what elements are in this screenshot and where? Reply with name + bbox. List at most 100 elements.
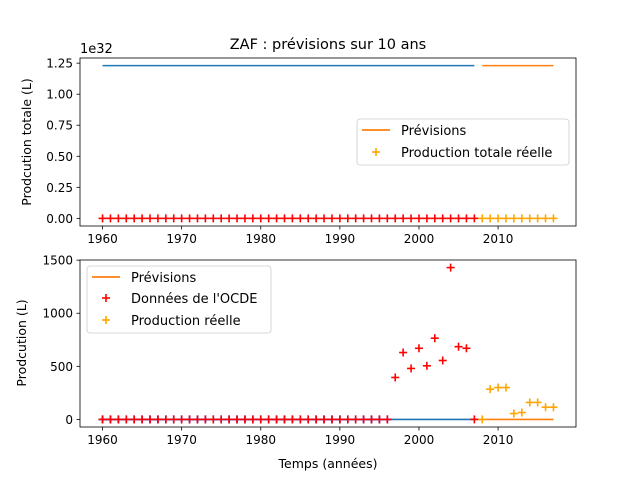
bottom-series-3-point: [264, 415, 273, 424]
bottom-series-3-point: [272, 415, 281, 424]
top-series-2-point: [233, 214, 242, 223]
top-series-3-point: [541, 214, 550, 223]
bottom-series-3-point: [106, 415, 115, 424]
bottom-series-3-point: [256, 415, 265, 424]
bottom-series-3-point: [399, 348, 408, 357]
bottom-x-tick-label: 1960: [87, 433, 118, 447]
chart-title: ZAF : prévisions sur 10 ans: [230, 37, 427, 53]
top-series-2-point: [130, 214, 139, 223]
bottom-series-3-point: [288, 415, 297, 424]
bottom-series-3-point: [454, 342, 463, 351]
bottom-x-tick-label: 1980: [245, 433, 276, 447]
bottom-series-3-point: [98, 415, 107, 424]
top-legend-actual-label: Production totale réelle: [401, 146, 552, 161]
top-series-2-point: [312, 214, 321, 223]
bottom-series-3-point: [430, 334, 439, 343]
top-series-2-point: [343, 214, 352, 223]
top-series-2-point: [454, 214, 463, 223]
bottom-ticks: 1960 1970 1980 1990 2000 2010 0 500 1000 1500: [42, 254, 513, 447]
bottom-series-3-point: [185, 415, 194, 424]
top-series-2-point: [240, 214, 249, 223]
bottom-series-4-point: [525, 398, 534, 407]
top-series-3-point: [533, 214, 542, 223]
bottom-series-4-point: [549, 403, 558, 412]
bottom-series-3-point: [414, 344, 423, 353]
bottom-plot-area: [98, 263, 558, 424]
top-series-2-point: [375, 214, 384, 223]
top-series-2-point: [391, 214, 400, 223]
top-series-2-point: [272, 214, 281, 223]
bottom-series-3-point: [470, 415, 479, 424]
bottom-series-3-point: [114, 415, 123, 424]
bottom-axes-frame: [79, 259, 577, 428]
bottom-series-3-point: [367, 415, 376, 424]
top-axes: 1960 1970 1980 1990 2000 2010 0.00 0.25 0.50 0.75…: [19, 42, 577, 246]
bottom-series-3-point: [280, 415, 289, 424]
bottom-series-3-point: [351, 415, 360, 424]
bottom-legend-ocde-label: Données de l'OCDE: [131, 292, 257, 307]
top-series-2-point: [335, 214, 344, 223]
top-y-tick-label: 0.25: [46, 181, 73, 195]
bottom-y-axis-label: Prodcution (L): [14, 299, 29, 386]
top-series-2-point: [161, 214, 170, 223]
bottom-series-3-point: [193, 415, 202, 424]
top-series-2-point: [256, 214, 265, 223]
top-series-2-point: [280, 214, 289, 223]
bottom-series-4-point: [509, 409, 518, 418]
top-series-2-point: [470, 214, 479, 223]
top-x-tick-label: 1970: [166, 232, 197, 246]
bottom-series-3-point: [407, 364, 416, 373]
top-series-2-point: [217, 214, 226, 223]
bottom-series-3-point: [161, 415, 170, 424]
top-series-2-point: [122, 214, 131, 223]
top-series-2-point: [438, 214, 447, 223]
top-y-tick-label: 1.25: [46, 57, 73, 71]
top-series-3-point: [549, 214, 558, 223]
top-series-2-point: [422, 214, 431, 223]
bottom-series-3-point: [240, 415, 249, 424]
bottom-series-3-point: [335, 415, 344, 424]
bottom-legend-actual-swatch: [102, 316, 110, 324]
bottom-legend-ocde-swatch: [102, 294, 110, 302]
bottom-series-4-point: [494, 383, 503, 392]
top-legend-forecast-label: Prévisions: [401, 124, 467, 139]
top-series-2-point: [201, 214, 210, 223]
top-series-2-point: [327, 214, 336, 223]
top-series-2-point: [288, 214, 297, 223]
top-series-3-point: [478, 214, 487, 223]
top-series-2-point: [304, 214, 313, 223]
bottom-legend-forecast-label: Prévisions: [131, 271, 197, 286]
top-series-2-point: [98, 214, 107, 223]
top-x-tick-label: 1980: [245, 232, 276, 246]
bottom-series-3-point: [130, 415, 139, 424]
top-series-2-point: [399, 214, 408, 223]
top-series-2-point: [414, 214, 423, 223]
top-series-3-point: [509, 214, 518, 223]
bottom-series-3-point: [375, 415, 384, 424]
top-series-2-point: [320, 214, 329, 223]
bottom-legend-actual-label: Production réelle: [131, 314, 241, 329]
bottom-series-3-point: [296, 415, 305, 424]
top-plot-area: [98, 64, 558, 223]
bottom-series-3-point: [422, 361, 431, 370]
bottom-series-3-point: [438, 356, 447, 365]
bottom-x-tick-label: 2010: [483, 433, 514, 447]
top-legend-actual-swatch: [372, 148, 380, 156]
bottom-y-tick-label: 500: [50, 360, 73, 374]
top-ticks: 1960 1970 1980 1990 2000 2010 0.00 0.25 0.50 0.75…: [46, 57, 513, 246]
top-series-2-point: [430, 214, 439, 223]
top-series-2-point: [367, 214, 376, 223]
top-series-2-point: [296, 214, 305, 223]
top-series-2-point: [193, 214, 202, 223]
bottom-series-3-point: [320, 415, 329, 424]
top-y-tick-label: 0.00: [46, 212, 73, 226]
top-series-2-point: [359, 214, 368, 223]
top-series-2-point: [209, 214, 218, 223]
top-legend-box: [356, 118, 570, 166]
top-series-2-point: [106, 214, 115, 223]
bottom-series-4-point: [486, 385, 495, 394]
bottom-series-3-point: [327, 415, 336, 424]
top-series-2-point: [462, 214, 471, 223]
top-series-2-point: [169, 214, 178, 223]
